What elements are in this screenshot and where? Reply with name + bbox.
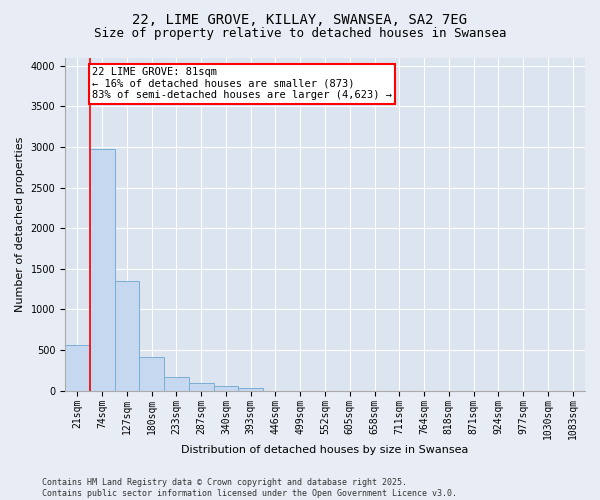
- Text: 22 LIME GROVE: 81sqm
← 16% of detached houses are smaller (873)
83% of semi-deta: 22 LIME GROVE: 81sqm ← 16% of detached h…: [92, 68, 392, 100]
- Bar: [65, 345, 90, 391]
- Text: 22, LIME GROVE, KILLAY, SWANSEA, SA2 7EG: 22, LIME GROVE, KILLAY, SWANSEA, SA2 7EG: [133, 12, 467, 26]
- Text: Contains HM Land Registry data © Crown copyright and database right 2025.
Contai: Contains HM Land Registry data © Crown c…: [42, 478, 457, 498]
- Bar: [189, 384, 214, 390]
- Bar: [164, 378, 189, 390]
- Bar: [139, 356, 164, 390]
- X-axis label: Distribution of detached houses by size in Swansea: Distribution of detached houses by size …: [181, 445, 469, 455]
- Text: Size of property relative to detached houses in Swansea: Size of property relative to detached ho…: [94, 28, 506, 40]
- Y-axis label: Number of detached properties: Number of detached properties: [15, 136, 25, 312]
- Bar: [238, 388, 263, 390]
- Bar: [214, 386, 238, 390]
- Bar: [115, 281, 139, 390]
- Bar: [90, 150, 115, 390]
